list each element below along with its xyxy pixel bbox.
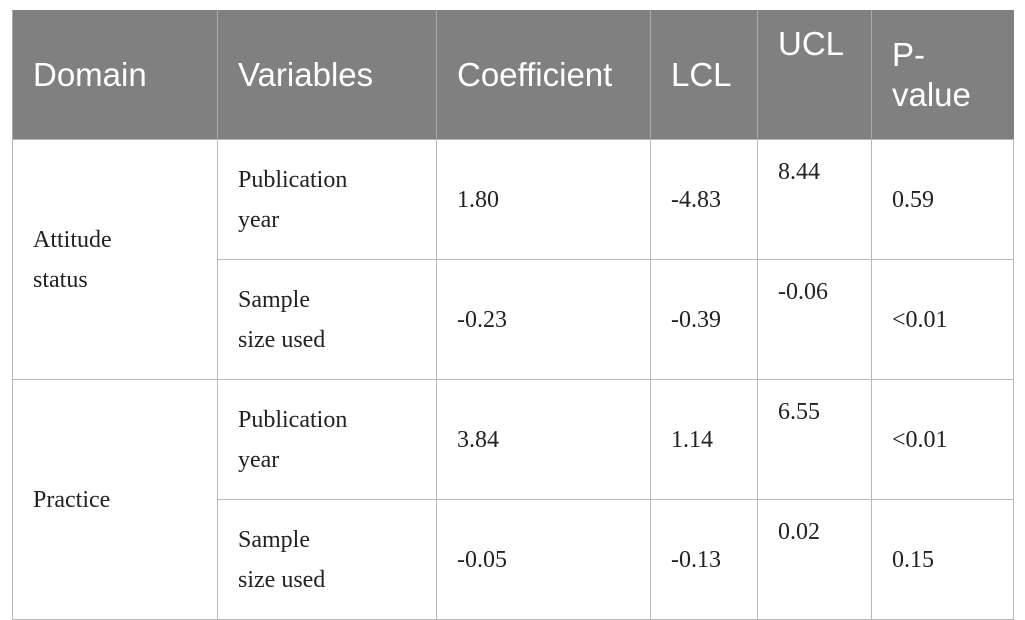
value-cell: 3.84 [436,379,651,500]
value-cell: 0.02 [757,499,872,620]
value-cell: 1.80 [436,139,651,260]
page: Domain Variables Coefficient LCL UCL P-value … [12,10,1014,620]
cell-text: -0.06 [778,279,828,305]
value-cell: -0.23 [436,259,651,380]
cell-text: -4.83 [671,186,721,213]
cell-text: LCL [671,55,732,93]
cell-text: 1.14 [671,426,713,453]
cell-text: -0.23 [457,306,507,333]
header-cell: Domain [12,10,218,140]
cell-text: UCL [778,25,845,62]
cell-text: Domain [33,55,147,93]
value-cell: <0.01 [871,379,1014,500]
cell-text: 0.02 [778,519,820,545]
cell-text: 8.44 [778,159,820,185]
results-table: Domain Variables Coefficient LCL UCL P-value … [12,10,1014,620]
value-cell: -4.83 [650,139,758,260]
value-cell: -0.13 [650,499,758,620]
variable-cell: Publication year [217,139,437,260]
cell-text: Publication year [238,406,348,473]
value-cell: -0.39 [650,259,758,380]
domain-cell: Attitude status [12,139,218,380]
cell-text: P-value [892,35,971,113]
cell-text: <0.01 [892,306,948,333]
value-cell: 0.59 [871,139,1014,260]
cell-text: 6.55 [778,399,820,425]
cell-text: 3.84 [457,426,499,453]
value-cell: 8.44 [757,139,872,260]
cell-text: Publication year [238,166,348,233]
value-cell: <0.01 [871,259,1014,380]
value-cell: 6.55 [757,379,872,500]
value-cell: -0.06 [757,259,872,380]
cell-text: 0.59 [892,186,934,213]
value-cell: -0.05 [436,499,651,620]
cell-text: Sample size used [238,526,326,593]
header-cell: UCL [757,10,872,140]
cell-text: Sample size used [238,286,326,353]
cell-text: -0.13 [671,546,721,573]
domain-cell: Practice [12,379,218,620]
header-cell: P-value [871,10,1014,140]
cell-text: Variables [238,55,374,93]
cell-text: 0.15 [892,546,934,573]
cell-text: Coefficient [457,55,613,93]
variable-cell: Sample size used [217,499,437,620]
table-body: Attitude status Publication year 1.80 -4.83… [12,139,1014,620]
cell-text: Attitude status [33,226,112,293]
variable-cell: Sample size used [217,259,437,380]
table-row: Attitude status Publication year 1.80 -4.83… [12,139,1014,380]
cell-text: -0.39 [671,306,721,333]
cell-text: -0.05 [457,546,507,573]
value-cell: 0.15 [871,499,1014,620]
variable-cell: Publication year [217,379,437,500]
header-cell: LCL [650,10,758,140]
header-cell: Variables [217,10,437,140]
table-row: Practice Publication year 3.84 1.14 6.55 <0.0… [12,379,1014,620]
cell-text: <0.01 [892,426,948,453]
header-cell: Coefficient [436,10,651,140]
cell-text: Practice [33,486,111,513]
cell-text: 1.80 [457,186,499,213]
value-cell: 1.14 [650,379,758,500]
header-row: Domain Variables Coefficient LCL UCL P-value [12,10,1014,140]
